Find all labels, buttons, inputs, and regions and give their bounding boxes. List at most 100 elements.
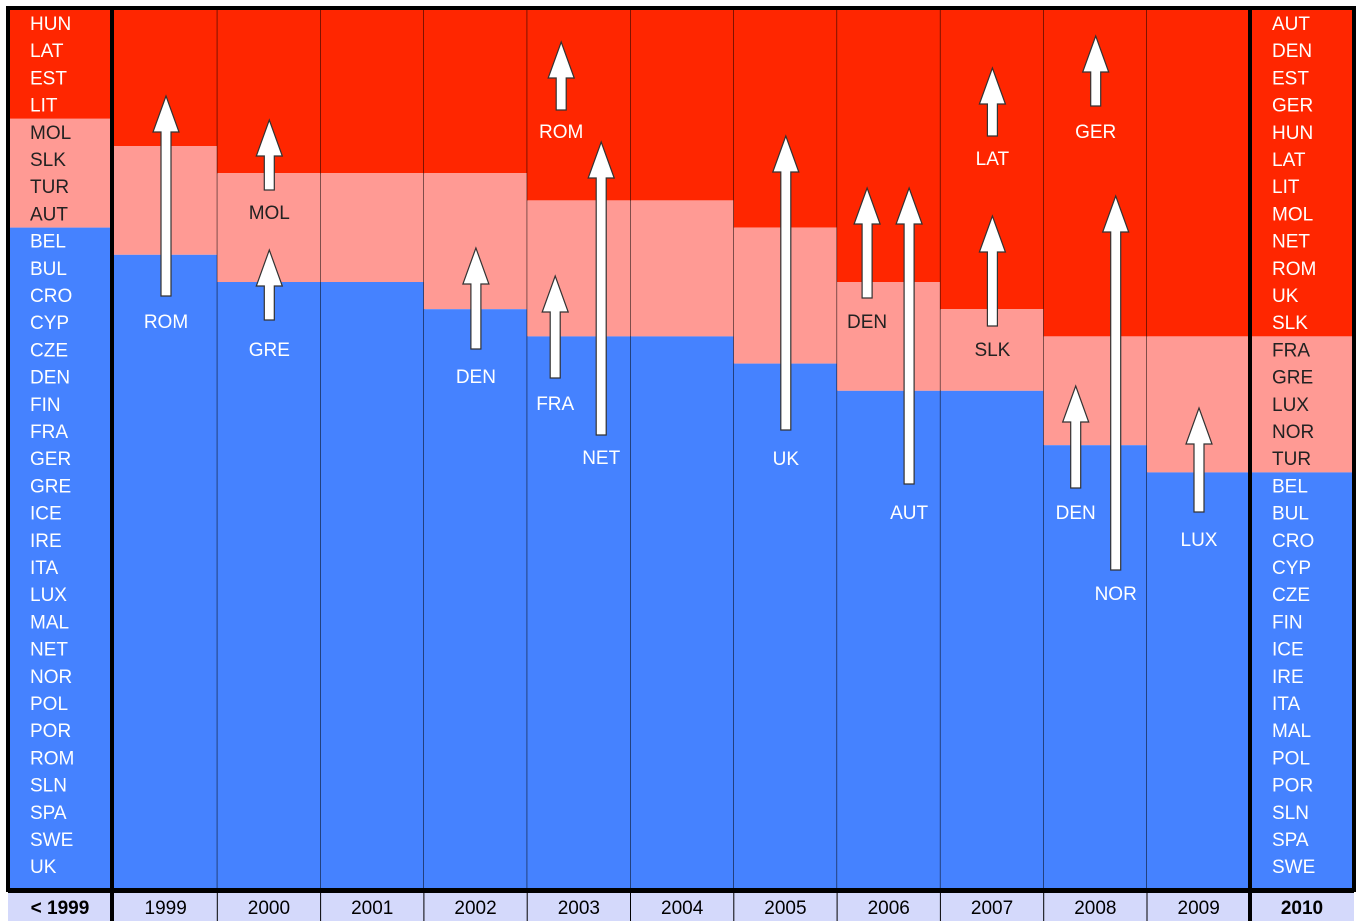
col-2002-label-den: DEN [456,367,496,388]
col-2000-arrow-gre [255,248,284,321]
col-2003-red-block [527,10,631,201]
right-country-est: EST [1272,68,1309,89]
col-2007-label-lat: LAT [976,149,1010,170]
right-country-gre: GRE [1272,368,1313,389]
right-country-fra: FRA [1272,340,1310,361]
left-country-lit: LIT [30,96,58,117]
right-country-mol: MOL [1272,204,1313,225]
period-label-6: 2004 [661,898,704,919]
left-country-hun: HUN [30,14,71,35]
left-country-bul: BUL [30,259,67,280]
col-2003-pink-block [527,200,631,337]
col-2009-arrow-lux [1185,406,1213,513]
right-country-lux: LUX [1272,395,1309,416]
right-country-cyp: CYP [1272,558,1311,579]
footer-bar [8,893,1354,921]
right-country-ita: ITA [1272,694,1300,715]
col-2008-arrow-den [1061,384,1090,489]
col-2008-pink-block [1043,336,1147,446]
col-2006-arrow-aut [895,186,923,485]
left-country-ire: IRE [30,531,62,552]
left-pink-block [10,118,110,228]
left-country-slk: SLK [30,150,66,171]
left-blue-block [10,227,110,890]
left-country-gre: GRE [30,476,71,497]
left-country-den: DEN [30,368,70,389]
col-2009-label-lux: LUX [1181,530,1218,551]
period-label-10: 2008 [1074,898,1116,919]
col-2003-label-net: NET [582,448,620,469]
right-country-ger: GER [1272,96,1313,117]
left-country-net: NET [30,640,68,661]
col-2009-red-block [1147,10,1251,337]
col-2004-pink-block [630,200,734,337]
col-2006-pink-block [837,282,941,391]
col-2004-red-block [630,10,734,201]
col-1999-arrow-rom [152,94,180,297]
col-2000-label-gre: GRE [249,340,290,361]
left-country-ger: GER [30,449,71,470]
right-country-lit: LIT [1272,177,1300,198]
left-country-por: POR [30,721,71,742]
right-country-ire: IRE [1272,667,1304,688]
left-country-uk: UK [30,857,57,878]
left-country-bel: BEL [30,232,66,253]
col-2005-label-uk: UK [773,449,800,470]
col-2007-blue-block [940,390,1044,889]
col-2002-red-block [423,10,528,174]
right-country-uk: UK [1272,286,1299,307]
right-country-mal: MAL [1272,721,1311,742]
right-country-slk: SLK [1272,313,1308,334]
left-country-sln: SLN [30,776,67,797]
left-country-tur: TUR [30,177,69,198]
col-2006-label-den: DEN [847,312,887,333]
left-country-mal: MAL [30,612,69,633]
col-2007-arrow-lat [978,66,1007,137]
left-country-rom: ROM [30,748,74,769]
right-country-por: POR [1272,776,1313,797]
col-2008-arrow-ger [1081,34,1110,107]
period-label-2: 2000 [248,898,290,919]
col-2008-arrow-nor [1101,194,1130,571]
right-country-hun: HUN [1272,123,1313,144]
right-country-sln: SLN [1272,803,1309,824]
left-country-mol: MOL [30,123,71,144]
left-country-lux: LUX [30,585,67,606]
left-red-block [10,10,110,119]
left-country-cze: CZE [30,340,68,361]
right-country-fin: FIN [1272,612,1303,633]
col-2005-blue-block [733,363,838,890]
right-blue-block [1252,472,1352,889]
left-country-ita: ITA [30,558,58,579]
col-2000-label-mol: MOL [249,203,290,224]
period-label-5: 2003 [558,898,600,919]
period-label-3: 2001 [351,898,393,919]
period-label-11: 2009 [1178,898,1220,919]
left-country-aut: AUT [30,204,68,225]
col-2008-label-nor: NOR [1095,584,1137,605]
col-2007-arrow-slk [978,214,1007,327]
col-2003-arrow-rom [547,40,576,111]
left-country-pol: POL [30,694,68,715]
right-country-lat: LAT [1272,150,1306,171]
col-2006-label-aut: AUT [890,503,928,524]
col-2006-blue-block [837,390,941,889]
right-country-ice: ICE [1272,640,1304,661]
period-label-1: 1999 [145,898,187,919]
col-2000-blue-block [217,282,321,889]
right-country-cro: CRO [1272,531,1314,552]
col-2003-blue-block [527,336,631,889]
col-2008-label-den: DEN [1056,503,1096,524]
col-2007-label-slk: SLK [974,340,1010,361]
col-2008-label-ger: GER [1075,122,1116,143]
right-country-tur: TUR [1272,449,1311,470]
right-country-aut: AUT [1272,14,1310,35]
right-country-net: NET [1272,232,1310,253]
left-country-lat: LAT [30,41,64,62]
left-country-est: EST [30,68,67,89]
period-label-12: 2010 [1281,898,1323,919]
left-country-cro: CRO [30,286,72,307]
col-2003-label-fra: FRA [536,394,574,415]
right-country-cze: CZE [1272,585,1310,606]
